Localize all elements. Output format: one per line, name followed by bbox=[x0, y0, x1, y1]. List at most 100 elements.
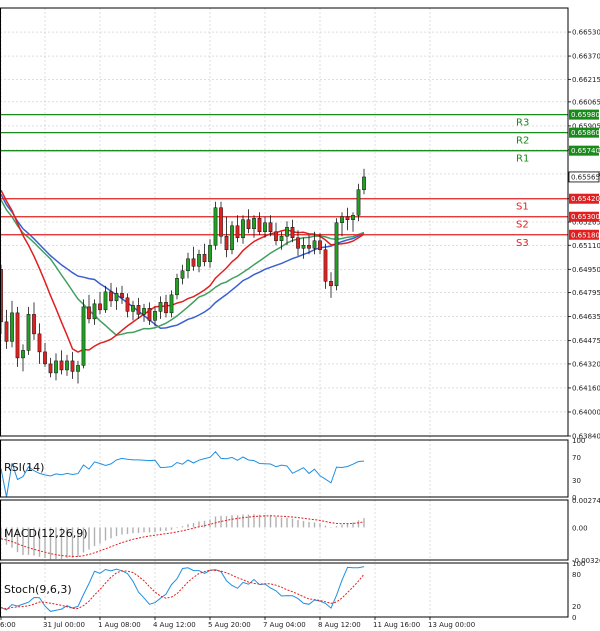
candle-up bbox=[142, 308, 146, 315]
stoch-tick-label: 20 bbox=[572, 603, 581, 611]
price-tick-label: 0.65110 bbox=[572, 242, 600, 250]
candle-up bbox=[54, 360, 58, 374]
candle-down bbox=[98, 303, 102, 311]
price-tick-label: 0.66530 bbox=[572, 29, 600, 37]
candle-down bbox=[15, 312, 20, 359]
candle-down bbox=[32, 314, 36, 335]
candle-down bbox=[43, 351, 47, 365]
level-badge-label-s1: 0.65420 bbox=[571, 195, 600, 203]
macd-tick-label: -0.003263 bbox=[572, 557, 600, 565]
level-badge-label-r2: 0.65860 bbox=[571, 129, 600, 137]
candle-up bbox=[213, 207, 218, 246]
candle-down bbox=[323, 249, 328, 282]
price-tick-label: 0.65265 bbox=[572, 219, 600, 227]
level-name-r3: R3 bbox=[516, 118, 529, 129]
time-tick-label: 4 Aug 12:00 bbox=[153, 621, 196, 629]
candle-down bbox=[329, 281, 333, 287]
level-name-s3: S3 bbox=[516, 238, 529, 249]
candle-up bbox=[65, 360, 69, 371]
candle-down bbox=[318, 240, 322, 251]
candle-down bbox=[345, 216, 350, 220]
candle-up bbox=[279, 236, 284, 242]
price-candles bbox=[0, 168, 366, 384]
stoch-d-line bbox=[0, 569, 365, 610]
time-axis: 6:00 31 Jul 00:00 1 Aug 08:00 4 Aug 12:00 5 … bbox=[0, 617, 475, 629]
candle-up bbox=[312, 240, 317, 249]
price-tick-label: 0.64320 bbox=[572, 360, 600, 368]
candle-up bbox=[103, 291, 108, 311]
level-badge-s2 bbox=[569, 211, 599, 222]
level-badge-label-r1: 0.65740 bbox=[571, 147, 600, 155]
time-tick-label: 6:00 bbox=[0, 621, 16, 629]
candle-down bbox=[307, 245, 311, 249]
time-tick-label: 11 Aug 16:00 bbox=[373, 621, 420, 629]
candle-down bbox=[219, 207, 223, 237]
candle-down bbox=[59, 360, 64, 371]
candle-down bbox=[274, 231, 278, 242]
candle-up bbox=[131, 305, 135, 312]
price-tick-label: 0.66370 bbox=[572, 53, 600, 61]
candle-up bbox=[197, 254, 201, 267]
time-tick-label: 5 Aug 20:00 bbox=[208, 621, 251, 629]
candle-down bbox=[164, 302, 168, 314]
candle-up bbox=[208, 245, 212, 263]
candle-down bbox=[202, 254, 207, 263]
candle-down bbox=[125, 297, 130, 312]
price-tick-label: 0.64475 bbox=[572, 337, 600, 345]
current-price-label: 0.65565 bbox=[571, 173, 600, 181]
stoch-tick-label: 80 bbox=[572, 571, 581, 579]
stoch-panel-frame bbox=[0, 562, 569, 618]
price-tick-label: 0.66065 bbox=[572, 98, 600, 106]
price-tick-label: 0.64950 bbox=[572, 266, 600, 274]
level-badge-r2 bbox=[569, 127, 599, 138]
time-tick-label: 1 Aug 08:00 bbox=[98, 621, 141, 629]
macd-signal-line bbox=[0, 515, 365, 558]
candle-down bbox=[290, 227, 295, 239]
price-tick-label: 0.64635 bbox=[572, 313, 600, 321]
candle-up bbox=[10, 312, 14, 342]
candle-up bbox=[351, 214, 355, 220]
candle-down bbox=[257, 217, 262, 233]
level-name-s2: S2 bbox=[516, 220, 529, 231]
candle-up bbox=[175, 278, 179, 296]
candle-down bbox=[120, 293, 124, 299]
level-badge-label-r3: 0.65980 bbox=[571, 111, 600, 119]
candle-up bbox=[241, 219, 245, 239]
candle-up bbox=[362, 176, 366, 190]
candle-up bbox=[114, 293, 119, 302]
candle-down bbox=[4, 321, 9, 342]
candle-up bbox=[301, 245, 306, 249]
candle-up bbox=[92, 303, 97, 320]
time-tick-label: 13 Aug 00:00 bbox=[428, 621, 475, 629]
candle-up bbox=[186, 258, 190, 272]
candle-up bbox=[334, 222, 339, 287]
candle-down bbox=[147, 308, 152, 321]
indicator-panels bbox=[0, 451, 365, 612]
rsi-title: RSI(14) bbox=[4, 461, 44, 474]
candle-down bbox=[268, 222, 273, 233]
candle-up bbox=[285, 227, 289, 237]
price-axis: 0.63840 0.64000 0.64160 0.64320 0.64475 0.646… bbox=[568, 29, 600, 622]
macd-panel-frame bbox=[0, 499, 569, 561]
level-name-s1: S1 bbox=[516, 202, 529, 213]
macd-tick-label: 0.002748 bbox=[572, 497, 600, 505]
macd-title: MACD(12,26,9) bbox=[4, 527, 88, 540]
candle-down bbox=[48, 363, 53, 374]
stoch-tick-label: 100 bbox=[572, 560, 585, 568]
candle-up bbox=[356, 189, 361, 216]
level-badge-label-s3: 0.65180 bbox=[571, 231, 600, 239]
price-tick-label: 0.65905 bbox=[572, 122, 600, 130]
candle-up bbox=[230, 225, 234, 251]
time-tick-label: 8 Aug 12:00 bbox=[318, 621, 361, 629]
current-price-badge bbox=[568, 171, 600, 183]
candle-up bbox=[340, 216, 344, 224]
ma-fast-line bbox=[0, 189, 365, 353]
candle-down bbox=[224, 236, 229, 251]
pivot-levels: R3 R2 R1 S1 S2 S3 bbox=[0, 113, 568, 249]
rsi-tick-label: 70 bbox=[572, 454, 581, 462]
candle-down bbox=[37, 333, 42, 353]
candle-up bbox=[263, 222, 267, 233]
level-name-r2: R2 bbox=[516, 136, 529, 147]
price-tick-label: 0.64795 bbox=[572, 289, 600, 297]
price-tick-label: 0.63840 bbox=[572, 433, 600, 441]
